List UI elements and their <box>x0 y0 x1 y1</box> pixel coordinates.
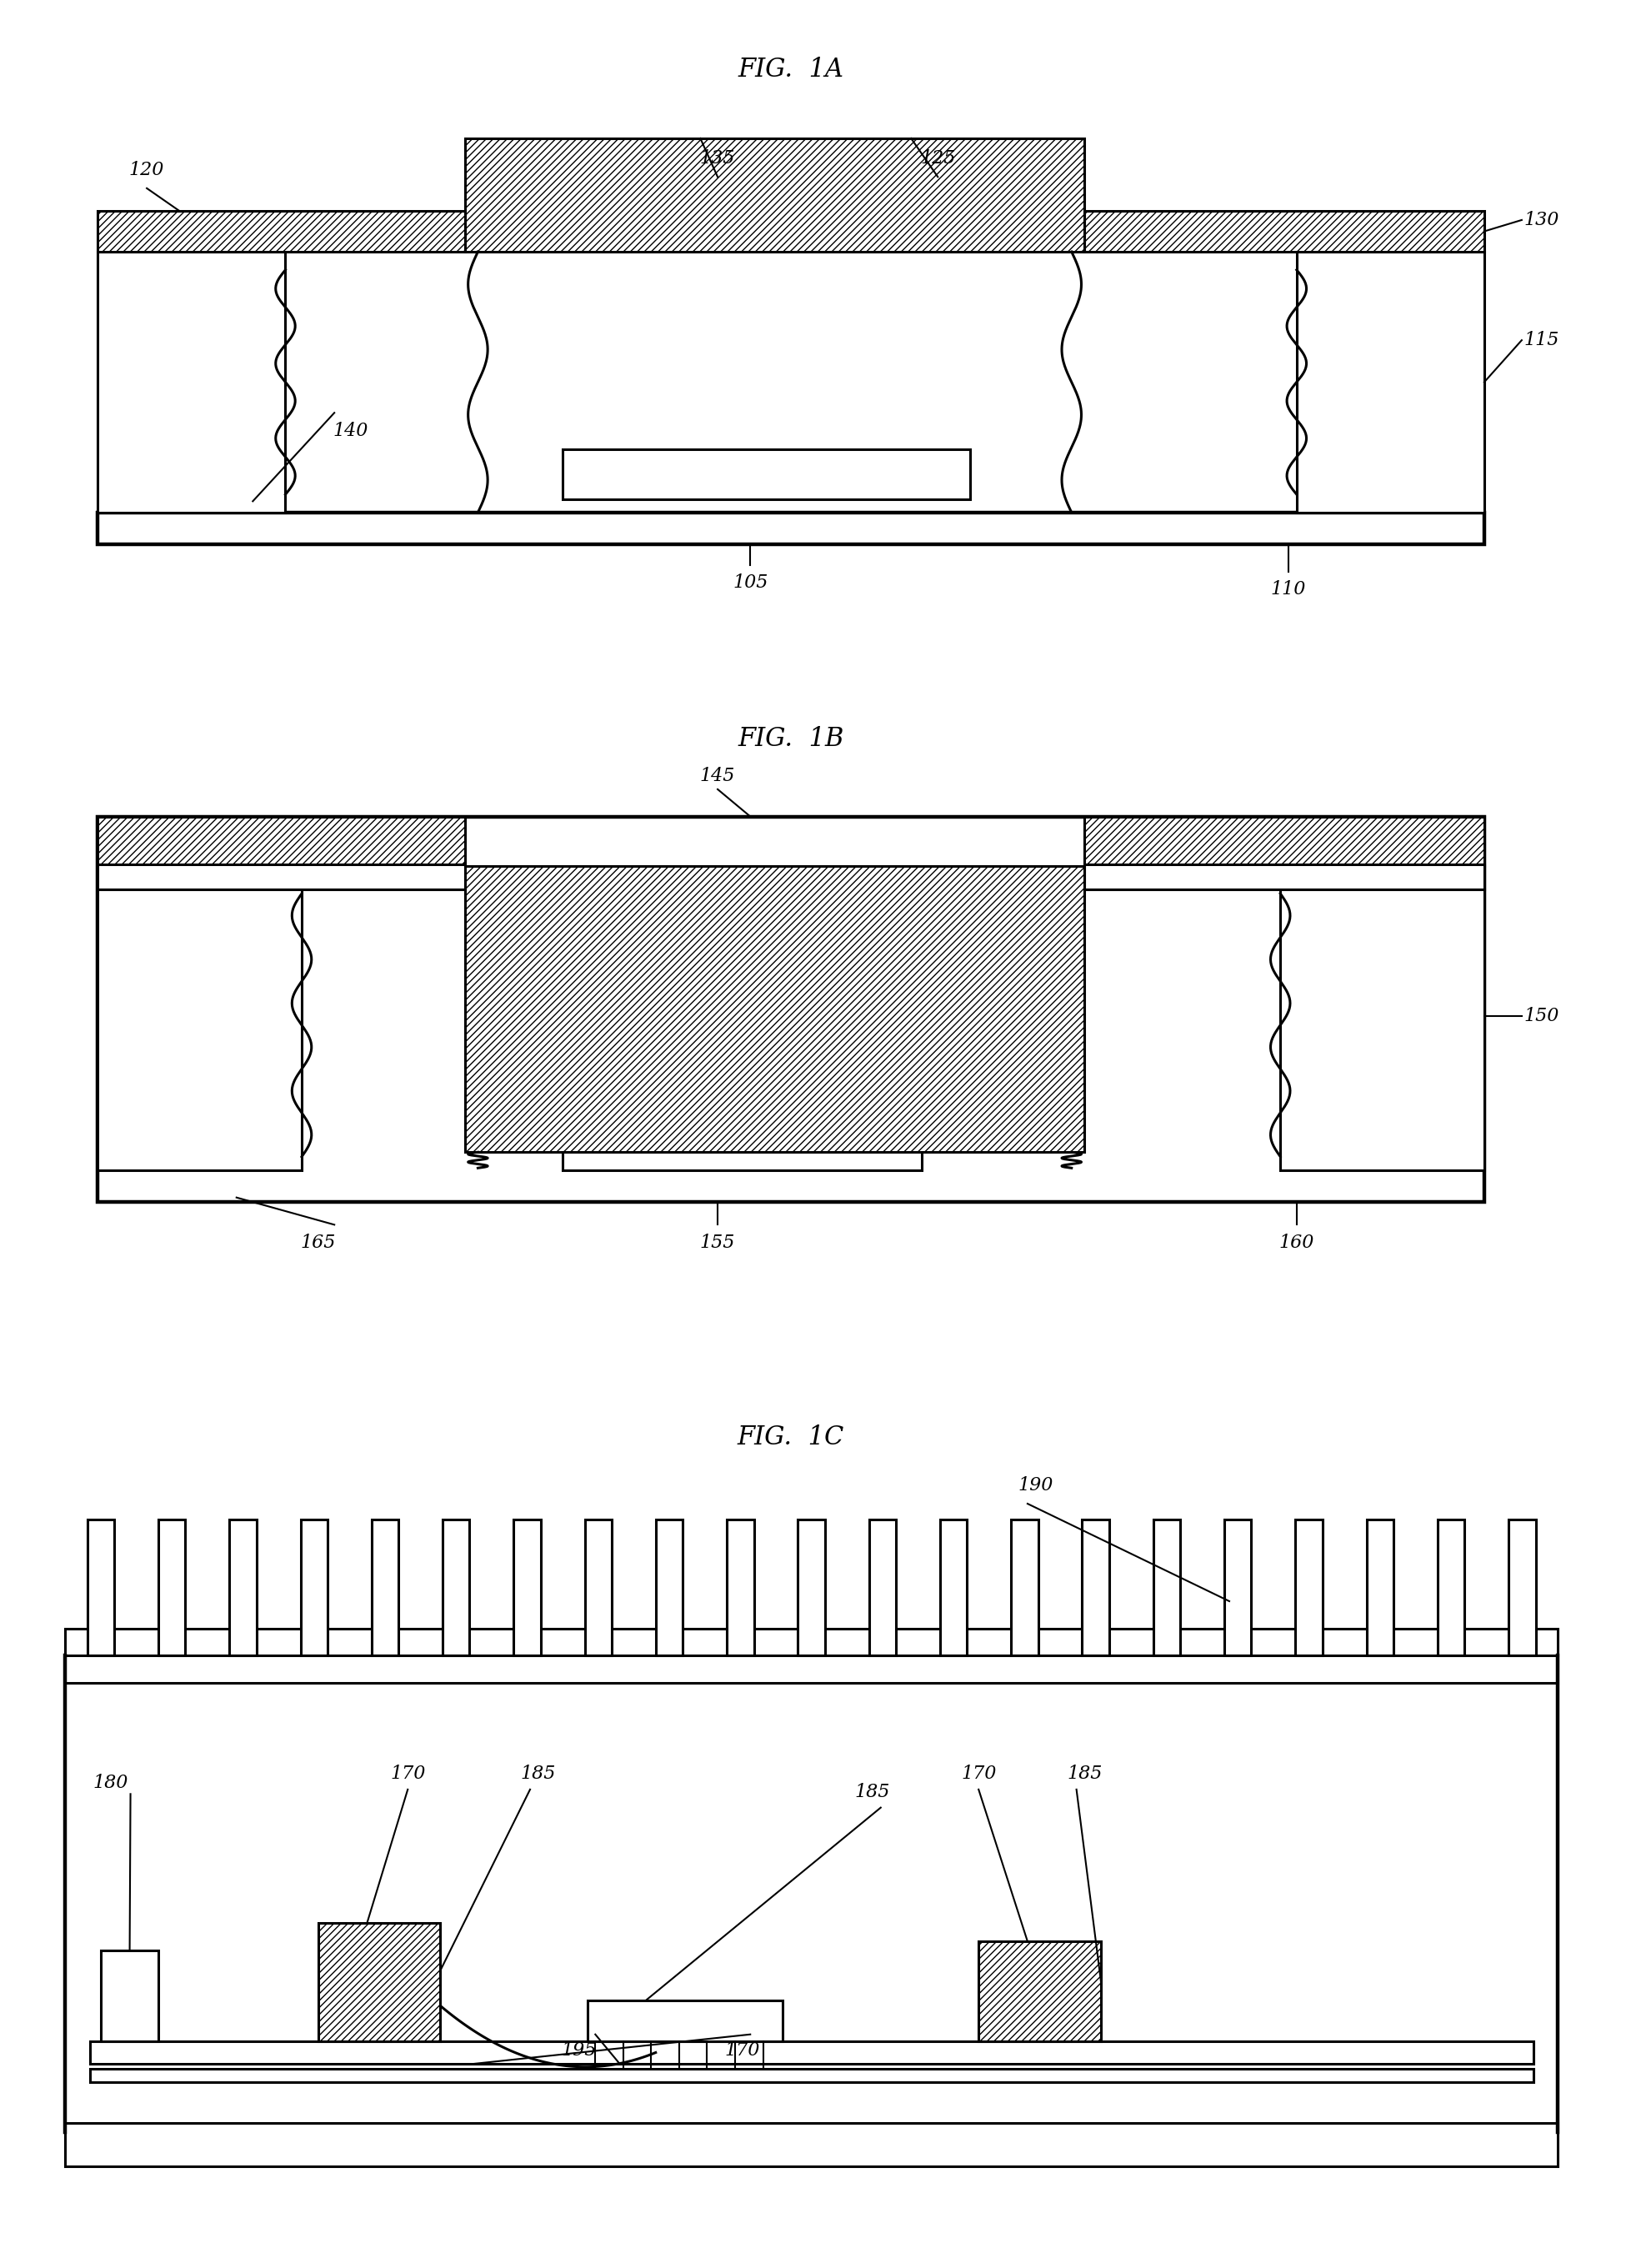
Text: 180: 180 <box>93 1774 129 1792</box>
Bar <box>98 816 1484 1202</box>
Bar <box>90 2041 1533 2064</box>
Text: 185: 185 <box>520 1765 556 1783</box>
Bar <box>98 211 465 252</box>
Bar <box>158 1520 186 1656</box>
Text: 160: 160 <box>1279 1234 1315 1252</box>
Bar <box>979 1941 1101 2041</box>
Bar <box>65 2123 1558 2166</box>
Text: 115: 115 <box>1523 331 1559 349</box>
Text: 125: 125 <box>920 150 956 168</box>
Text: 190: 190 <box>1018 1476 1054 1495</box>
Text: FIG.  1C: FIG. 1C <box>737 1424 845 1449</box>
Text: 130: 130 <box>1523 211 1559 229</box>
Bar <box>98 864 465 889</box>
Bar <box>1153 1520 1181 1656</box>
Bar <box>798 1520 825 1656</box>
Bar <box>98 866 302 1170</box>
Bar <box>656 1520 683 1656</box>
Bar <box>101 1950 158 2041</box>
Bar <box>587 2000 783 2041</box>
Bar <box>98 252 285 513</box>
Text: 105: 105 <box>732 574 768 592</box>
Bar <box>1295 1520 1323 1656</box>
Bar <box>98 513 1484 544</box>
Text: 155: 155 <box>700 1234 736 1252</box>
Text: 140: 140 <box>333 422 369 440</box>
Bar <box>1297 252 1484 513</box>
Text: 195: 195 <box>561 2041 597 2059</box>
Text: 185: 185 <box>855 1783 891 1801</box>
Bar <box>465 866 1085 1152</box>
Bar <box>1085 864 1484 889</box>
Bar <box>1011 1520 1037 1656</box>
Bar <box>514 1520 540 1656</box>
Bar <box>1509 1520 1535 1656</box>
Text: 170: 170 <box>724 2041 760 2059</box>
Bar <box>1437 1520 1465 1656</box>
Bar <box>563 449 970 499</box>
Text: 120: 120 <box>129 161 165 179</box>
Bar <box>1280 866 1484 1170</box>
Text: 150: 150 <box>1523 1007 1559 1025</box>
Bar <box>103 889 465 1150</box>
Bar <box>230 1520 256 1656</box>
Bar <box>300 1520 328 1656</box>
Bar <box>318 1923 440 2041</box>
Text: FIG.  1A: FIG. 1A <box>739 57 843 82</box>
Bar <box>65 1628 1558 1683</box>
Bar <box>88 1520 114 1656</box>
Bar <box>1085 211 1484 252</box>
Text: 135: 135 <box>700 150 736 168</box>
Text: 145: 145 <box>700 767 736 785</box>
Bar <box>1225 1520 1251 1656</box>
Bar <box>90 2068 1533 2082</box>
Bar <box>586 1520 612 1656</box>
Bar <box>372 1520 398 1656</box>
Bar <box>1083 1520 1109 1656</box>
Text: 110: 110 <box>1271 581 1306 599</box>
Bar <box>563 1129 922 1170</box>
Bar <box>1367 1520 1393 1656</box>
Bar <box>939 1520 967 1656</box>
Bar <box>442 1520 470 1656</box>
Bar <box>98 816 465 866</box>
Bar <box>1085 816 1484 866</box>
Text: FIG.  1B: FIG. 1B <box>737 726 845 751</box>
Text: 185: 185 <box>1067 1765 1103 1783</box>
Bar <box>65 1656 1558 2132</box>
Text: 170: 170 <box>961 1765 997 1783</box>
Text: 165: 165 <box>300 1234 336 1252</box>
Bar <box>869 1520 895 1656</box>
Bar <box>727 1520 754 1656</box>
Text: 170: 170 <box>390 1765 426 1783</box>
Bar <box>465 138 1085 252</box>
